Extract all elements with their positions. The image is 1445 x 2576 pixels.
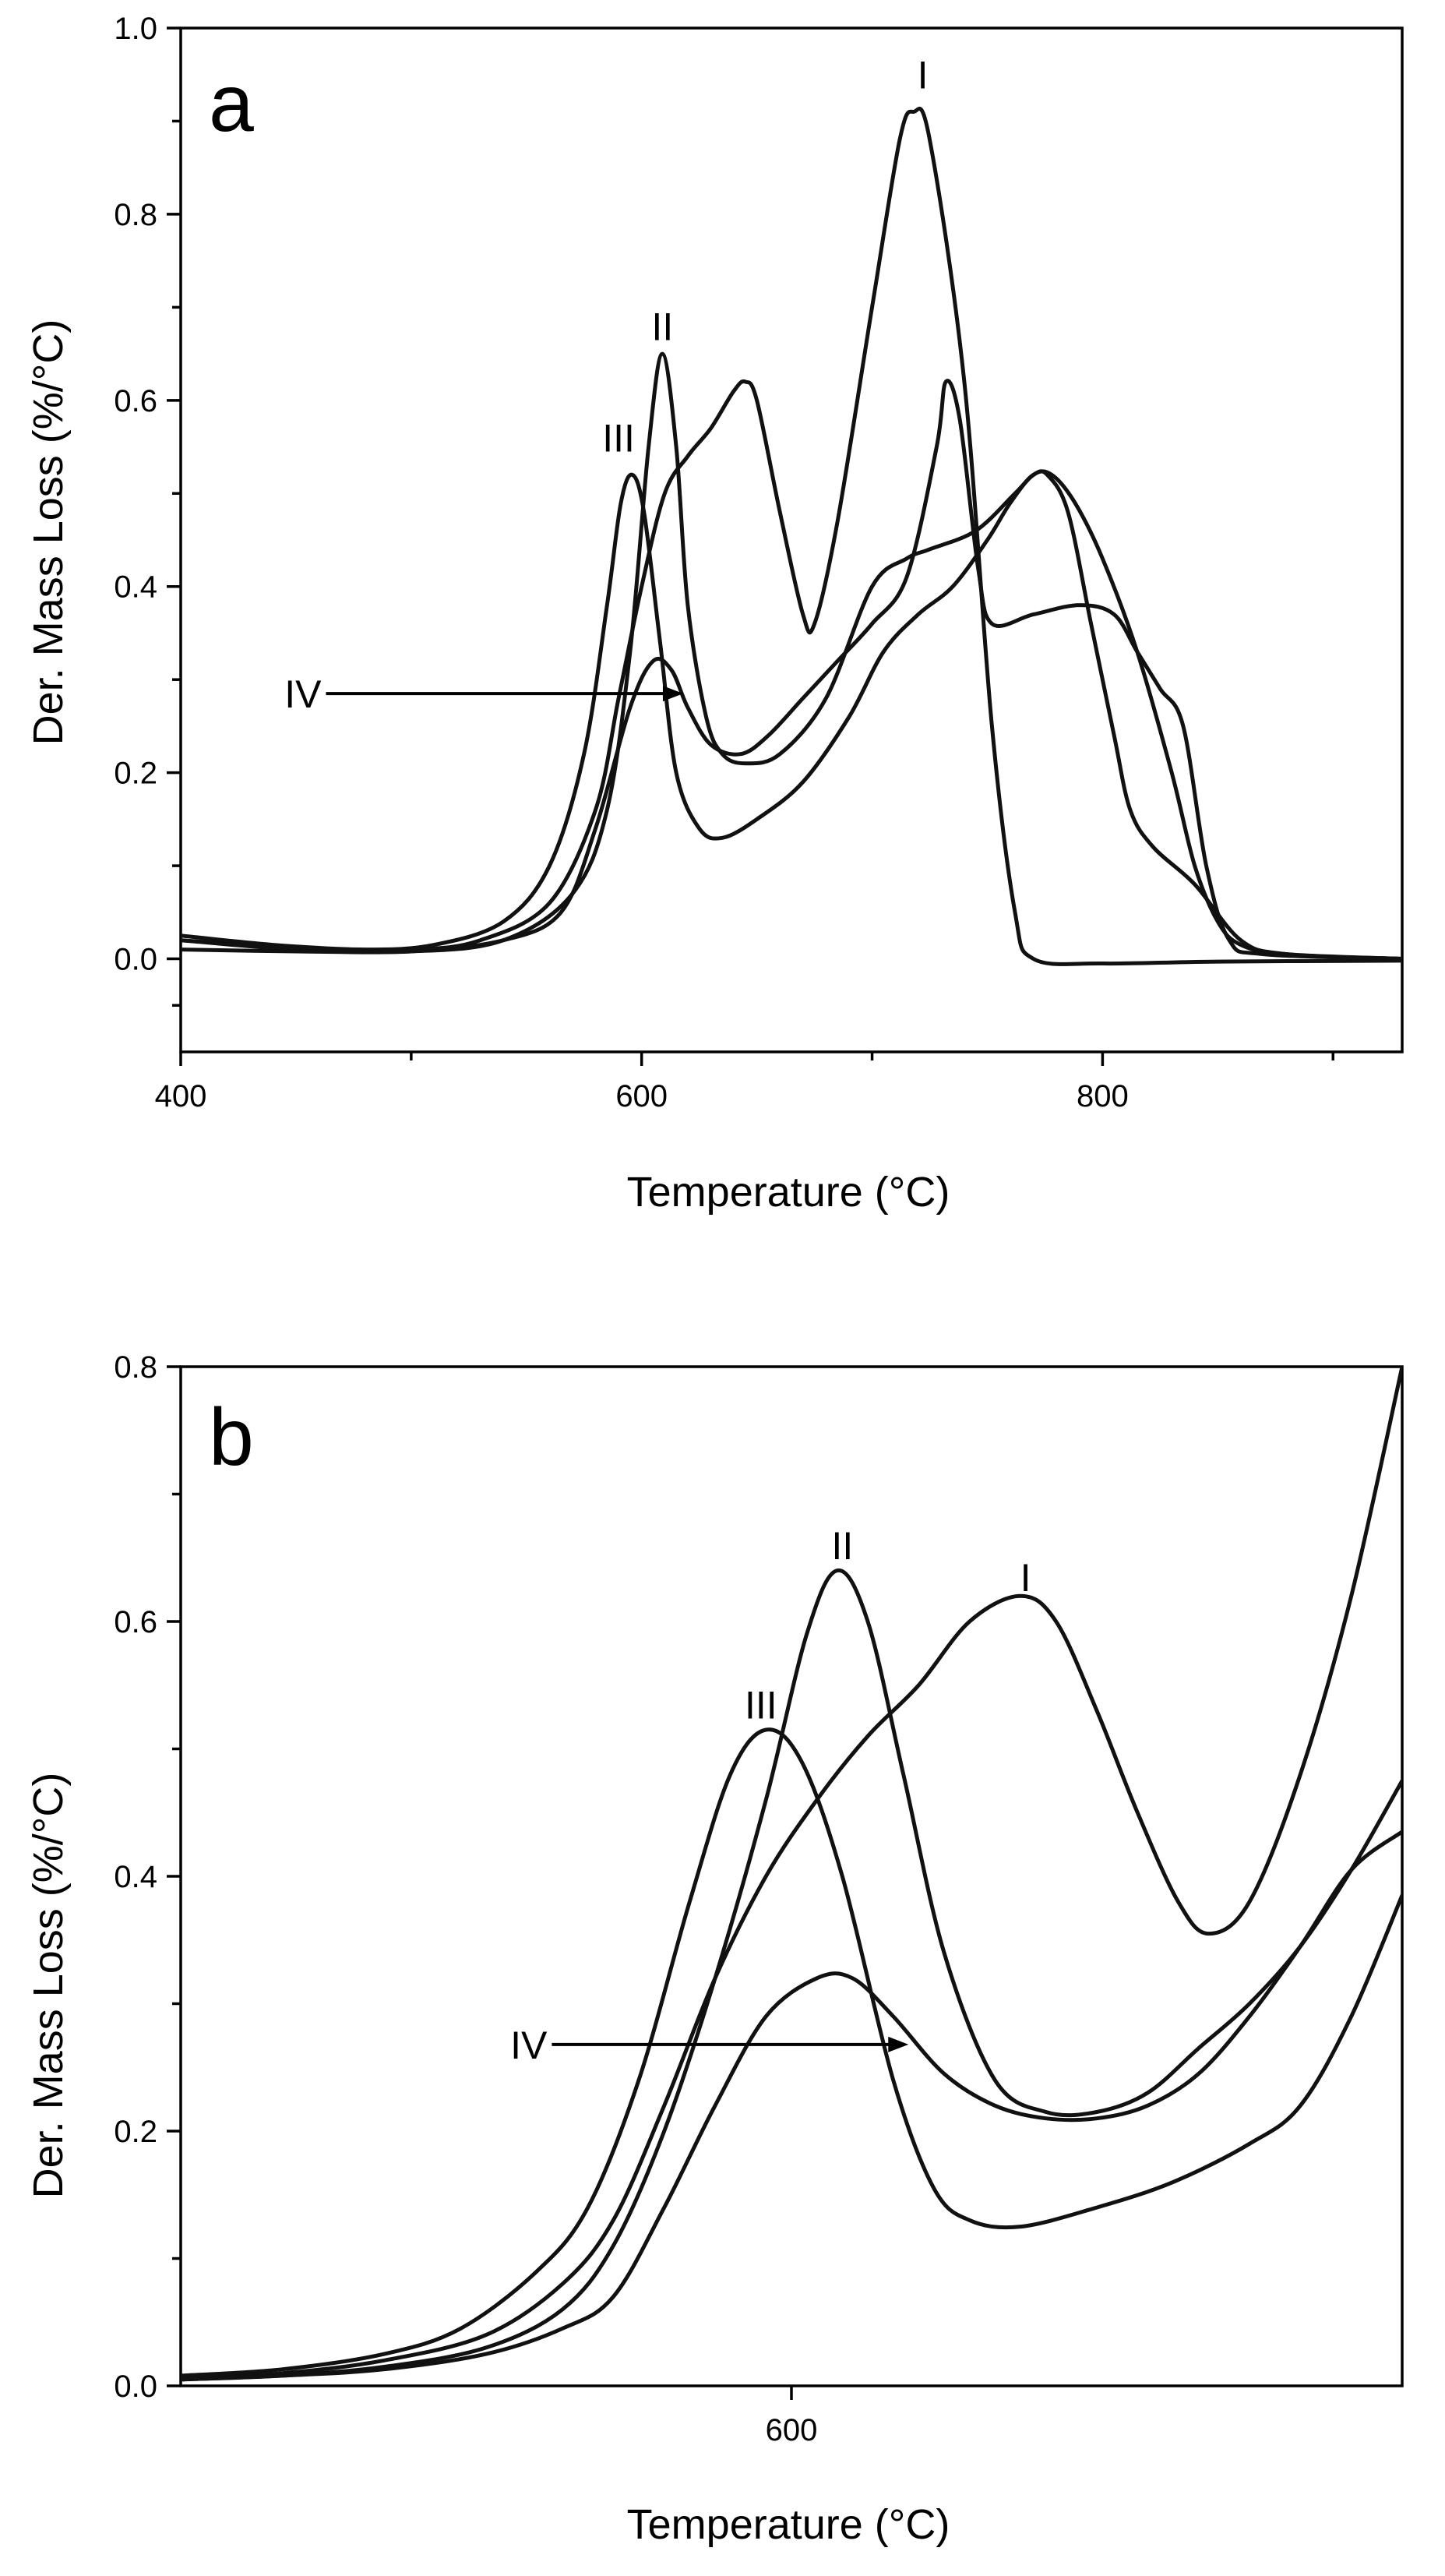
curve-label-iv: IV: [284, 672, 322, 716]
curve-label-ii: II: [831, 1524, 853, 1568]
y-tick-label: 0.2: [114, 2115, 157, 2149]
panel-b-series: [181, 1367, 1402, 2382]
panel-b-plot-frame: [179, 1365, 1404, 2387]
x-tick-label: 800: [1077, 1079, 1129, 1113]
annotation-arrow-head: [662, 686, 683, 702]
series-line-i: [181, 107, 1402, 966]
y-tick-label: 0.4: [114, 570, 157, 605]
curve-label-iii: III: [602, 417, 635, 461]
series-line-iii: [181, 1727, 1402, 2378]
y-tick-label: 0.0: [114, 943, 157, 977]
curve-label-iii: III: [745, 1683, 777, 1727]
curve-label-i: I: [1020, 1556, 1031, 1600]
panel-a-x-axis-title: Temperature (°C): [627, 1169, 950, 1216]
y-tick-label: 1.0: [114, 12, 157, 46]
panel-a-series: [181, 107, 1402, 966]
series-line-iv: [181, 1830, 1402, 2382]
y-tick-label: 0.8: [114, 198, 157, 232]
y-tick-label: 0.6: [114, 384, 157, 418]
panel-a-ticks: 400 600 800 0.0 0.2 0.4 0.6 0.8 1.0: [114, 12, 1334, 1113]
series-line-iii: [181, 469, 1402, 961]
panel-b-ticks: 600 0.0 0.2 0.4 0.6 0.8: [114, 1350, 817, 2447]
panel-a-frame: [179, 26, 1404, 1053]
series-line-ii: [181, 1569, 1402, 2382]
y-tick-label: 0.4: [114, 1860, 157, 1894]
series-line-iv: [181, 379, 1402, 961]
panel-b-letter: b: [209, 1392, 254, 1483]
series-line-ii: [181, 351, 1402, 961]
series-line-i: [181, 1367, 1402, 2380]
curve-label-iv: IV: [510, 2024, 548, 2067]
panel-b-frame: [179, 1365, 1404, 2387]
panel-b-y-axis-title: Der. Mass Loss (%/°C): [25, 1773, 72, 2199]
y-tick-label: 0.8: [114, 1350, 157, 1385]
panel-a-y-axis-title: Der. Mass Loss (%/°C): [25, 319, 72, 746]
panel-a-plot-frame: [179, 26, 1404, 1053]
y-tick-label: 0.2: [114, 757, 157, 791]
x-tick-label: 600: [766, 2413, 818, 2447]
curve-label-i: I: [918, 54, 929, 97]
y-tick-label: 0.6: [114, 1605, 157, 1639]
x-tick-label: 400: [155, 1079, 207, 1113]
panel-b-x-axis-title: Temperature (°C): [627, 2501, 950, 2548]
y-tick-label: 0.0: [114, 2370, 157, 2404]
annotation-arrow-head: [888, 2036, 909, 2052]
x-tick-label: 600: [615, 1079, 668, 1113]
curve-label-ii: II: [651, 305, 673, 348]
panel-a-letter: a: [209, 58, 254, 149]
